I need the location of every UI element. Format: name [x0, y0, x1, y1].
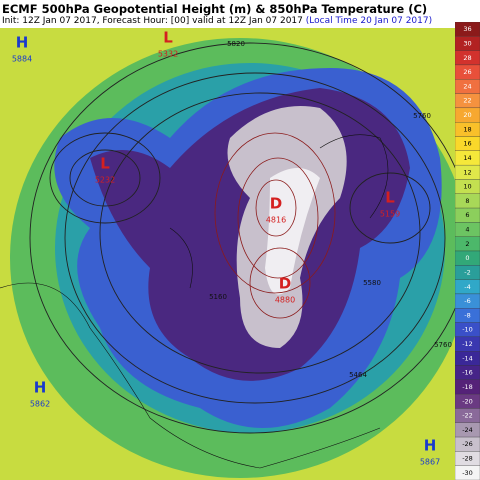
- low-contours: [214, 132, 336, 319]
- center-symbol: H: [16, 34, 29, 52]
- colorbar-label: 12: [463, 168, 471, 176]
- colorbar-label: 8: [465, 197, 469, 205]
- colorbar-label: 2: [465, 240, 469, 248]
- colorbar-label: 24: [463, 82, 471, 90]
- center-value: 4816: [266, 216, 286, 225]
- colorbar-label: 20: [463, 111, 471, 119]
- contour-label: 5464: [349, 371, 367, 379]
- color-swatch: [455, 465, 480, 480]
- colorbar-label: -28: [462, 455, 473, 463]
- center-symbol: L: [163, 29, 173, 47]
- contour-label: 5160: [209, 293, 227, 301]
- colorbar-label: -10: [462, 326, 473, 334]
- colorbar-label: 4: [465, 226, 469, 234]
- colorbar-label: 30: [463, 39, 471, 47]
- colorbar-label: -18: [462, 383, 473, 391]
- contour-label: 5580: [363, 279, 381, 287]
- center-value: 5159: [380, 210, 400, 219]
- map: H5884L5332L5232D4816D4880L5159H5862H5867…: [0, 28, 471, 480]
- center-value: 5862: [30, 400, 50, 409]
- center-symbol: L: [385, 189, 395, 207]
- colorbar-label: -24: [462, 426, 473, 434]
- local-time: (Local Time 20 Jan 07 2017): [305, 16, 433, 26]
- center-symbol: D: [270, 195, 282, 213]
- center-value: 4880: [275, 296, 295, 305]
- colorbar-label: 14: [463, 154, 471, 162]
- colorbar-label: -22: [462, 412, 473, 420]
- title: ECMF 500hPa Geopotential Height (m) & 85…: [2, 2, 428, 16]
- center-value: 5867: [420, 458, 440, 467]
- colorbar-label: 18: [463, 125, 471, 133]
- colorbar: 36302826242220181614121086420-2-4-6-8-10…: [455, 22, 480, 480]
- colorbar-label: -2: [464, 268, 470, 276]
- colorbar-label: -26: [462, 440, 473, 448]
- colorbar-label: -12: [462, 340, 473, 348]
- init-text: Init: 12Z Jan 07 2017, Forecast Hour: [0…: [2, 16, 303, 26]
- colorbar-label: -8: [464, 311, 470, 319]
- center-value: 5884: [12, 55, 32, 64]
- colorbar-label: 6: [465, 211, 469, 219]
- colorbar-label: 36: [463, 25, 471, 33]
- center-symbol: D: [279, 275, 291, 293]
- colorbar-label: -6: [464, 297, 470, 305]
- colorbar-label: -30: [462, 469, 473, 477]
- center-value: 5232: [95, 176, 115, 185]
- arctic-core: [265, 168, 320, 295]
- colorbar-label: 28: [463, 54, 471, 62]
- center-value: 5332: [158, 50, 178, 59]
- colorbar-label: -20: [462, 397, 473, 405]
- colorbar-label: -16: [462, 369, 473, 377]
- colorbar-label: 22: [463, 97, 471, 105]
- coastlines: [0, 134, 389, 469]
- contour-label: 5760: [413, 112, 431, 120]
- center-symbol: H: [424, 437, 437, 455]
- colorbar-label: -4: [464, 283, 470, 291]
- colorbar-label: -14: [462, 354, 473, 362]
- colorbar-label: 0: [465, 254, 469, 262]
- init-line: Init: 12Z Jan 07 2017, Forecast Hour: [0…: [2, 16, 432, 26]
- contour-label: 5760: [434, 341, 452, 349]
- center-symbol: H: [34, 379, 47, 397]
- contour-label: 5820: [227, 40, 245, 48]
- center-symbol: L: [100, 155, 110, 173]
- colorbar-label: 16: [463, 140, 471, 148]
- colorbar-label: 26: [463, 68, 471, 76]
- colorbar-label: 10: [463, 183, 471, 191]
